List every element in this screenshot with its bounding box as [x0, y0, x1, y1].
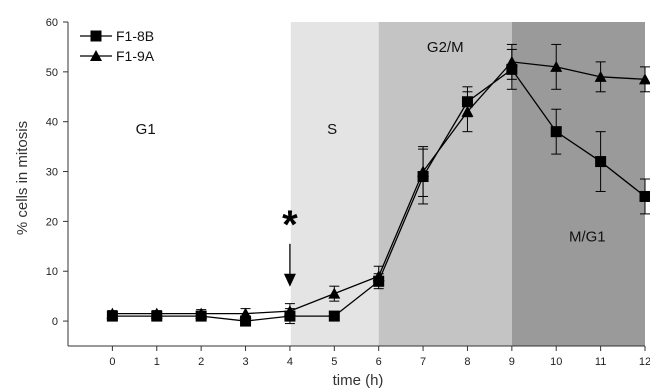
data-point-triangle — [417, 165, 430, 177]
asterisk-annotation: * — [282, 203, 298, 247]
annotation-arrow-head — [283, 273, 296, 287]
phase-label: G2/M — [427, 39, 464, 56]
x-axis-ticks: 0 1 2 3 4 5 6 7 8 9 10 11 12 — [109, 346, 650, 368]
x-tick-label: 2 — [198, 356, 204, 368]
data-point-triangle — [461, 105, 474, 117]
series-F1-9A — [106, 43, 650, 320]
legend-label: F1-9A — [116, 48, 155, 64]
x-tick-label: 1 — [154, 356, 160, 368]
x-tick-label: 9 — [509, 356, 515, 368]
x-tick-label: 6 — [376, 356, 382, 368]
x-tick-label: 8 — [464, 356, 470, 368]
x-tick-label: 4 — [287, 356, 293, 368]
data-point-square — [240, 315, 252, 327]
phase-labels: G1 S G2/M M/G1 — [136, 39, 606, 245]
y-tick-label: 10 — [46, 266, 58, 278]
x-tick-label: 5 — [331, 356, 337, 368]
phase-label: M/G1 — [569, 228, 606, 245]
data-point-square — [595, 156, 607, 168]
data-point-triangle — [90, 50, 102, 61]
data-point-triangle — [639, 73, 650, 85]
y-tick-label: 40 — [46, 117, 58, 129]
legend: F1-8B F1-9A — [80, 28, 155, 64]
x-tick-label: 3 — [242, 356, 248, 368]
x-tick-label: 0 — [109, 356, 115, 368]
phase-label: S — [327, 121, 337, 138]
data-point-triangle — [594, 70, 607, 82]
legend-label: F1-8B — [116, 28, 154, 44]
x-axis-title: time (h) — [333, 372, 384, 389]
x-tick-label: 10 — [550, 356, 562, 368]
x-tick-label: 12 — [639, 356, 650, 368]
data-point-triangle — [239, 307, 252, 319]
data-point-square — [550, 126, 562, 138]
data-point-square — [328, 310, 340, 322]
axes — [67, 22, 645, 347]
y-tick-label: 20 — [46, 216, 58, 228]
data-point-triangle — [372, 270, 385, 282]
data-point-triangle — [505, 55, 518, 67]
y-tick-label: 30 — [46, 167, 58, 179]
x-tick-label: 11 — [595, 356, 606, 368]
y-tick-label: 60 — [46, 17, 58, 29]
y-tick-label: 0 — [52, 316, 58, 328]
data-point-triangle — [150, 307, 163, 319]
data-point-triangle — [283, 305, 296, 317]
phase-label: G1 — [136, 121, 156, 138]
data-point-square — [639, 190, 650, 202]
data-point-triangle — [106, 307, 119, 319]
data-point-square — [90, 30, 102, 42]
data-series — [106, 43, 650, 327]
x-tick-label: 7 — [420, 356, 426, 368]
annotations: * — [282, 203, 298, 287]
phase-bands — [290, 22, 645, 346]
data-point-triangle — [328, 287, 341, 299]
data-point-triangle — [550, 60, 563, 72]
y-axis-title: % cells in mitosis — [14, 121, 31, 235]
data-point-triangle — [195, 307, 208, 319]
band-mg1 — [511, 22, 645, 346]
band-g2m — [378, 22, 512, 346]
y-axis-ticks: 0 10 20 30 40 50 60 — [46, 17, 68, 328]
y-tick-label: 50 — [46, 67, 58, 79]
